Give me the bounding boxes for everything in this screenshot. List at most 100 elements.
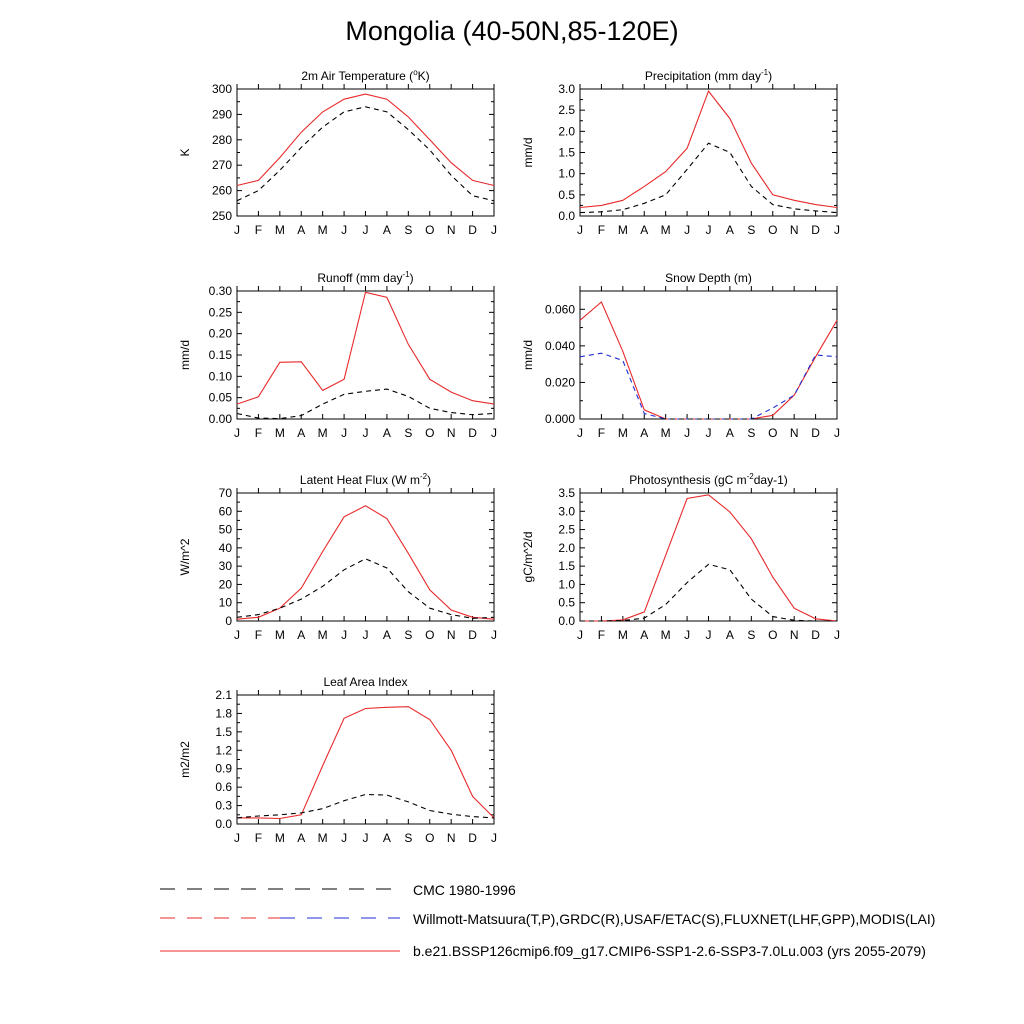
y-tick-label: 0.3: [215, 799, 232, 813]
x-tick-label: F: [255, 426, 262, 440]
y-tick-label: 0.5: [558, 188, 575, 202]
model-series-line: [236, 93, 495, 187]
y-tick-label: 250: [212, 209, 232, 223]
x-tick-label: M: [618, 223, 628, 237]
x-tick-label: J: [234, 831, 240, 845]
x-tick-label: F: [255, 223, 262, 237]
y-tick-label: 30: [219, 559, 233, 573]
x-tick-label: A: [640, 223, 648, 237]
x-tick-label: J: [834, 223, 840, 237]
x-tick-label: J: [834, 426, 840, 440]
x-tick-label: S: [404, 831, 412, 845]
obs-series-line: [236, 106, 495, 202]
y-tick-label: 0.9: [215, 762, 232, 776]
y-tick-label: 0.10: [209, 369, 233, 383]
y-axis-label: gC/m^2/d: [521, 532, 535, 583]
x-tick-label: N: [790, 223, 799, 237]
obs-series-line: [580, 563, 837, 622]
y-tick-label: 50: [219, 523, 233, 537]
x-tick-label: F: [598, 426, 605, 440]
y-tick-label: 290: [212, 107, 232, 121]
x-tick-label: A: [726, 426, 734, 440]
x-tick-label: J: [491, 223, 497, 237]
y-axis-label: W/m^2: [178, 538, 192, 575]
x-tick-label: N: [447, 831, 456, 845]
y-tick-label: 20: [219, 577, 233, 591]
x-tick-label: A: [383, 628, 391, 642]
model-series-line: [237, 706, 495, 820]
x-tick-label: O: [768, 223, 777, 237]
x-tick-label: A: [640, 628, 648, 642]
x-tick-label: A: [383, 831, 391, 845]
x-tick-label: A: [297, 831, 305, 845]
x-tick-label: J: [491, 831, 497, 845]
model-series-line: [236, 291, 495, 405]
plot-frame: [579, 290, 838, 420]
y-tick-label: 3.0: [558, 82, 575, 96]
y-tick-label: 1.2: [215, 743, 232, 757]
y-tick-label: 0.020: [545, 375, 575, 389]
x-tick-label: J: [684, 628, 690, 642]
y-tick-label: 1.0: [558, 577, 575, 591]
x-tick-label: O: [425, 426, 434, 440]
y-tick-label: 1.5: [558, 146, 575, 160]
x-tick-label: J: [341, 223, 347, 237]
x-tick-label: N: [790, 628, 799, 642]
x-tick-label: A: [383, 426, 391, 440]
x-tick-label: M: [661, 223, 671, 237]
y-tick-label: 10: [219, 596, 233, 610]
y-tick-label: 0.20: [209, 327, 233, 341]
x-tick-label: D: [468, 628, 477, 642]
plot-frame: [236, 88, 495, 217]
x-tick-label: A: [297, 426, 305, 440]
y-tick-label: 3.5: [558, 486, 575, 500]
y-tick-label: 2.5: [558, 523, 575, 537]
y-tick-label: 270: [212, 158, 232, 172]
y-tick-label: 0.5: [558, 596, 575, 610]
y-tick-label: 0.15: [209, 348, 233, 362]
y-tick-label: 0.060: [545, 302, 575, 316]
y-tick-label: 260: [212, 184, 232, 198]
x-tick-label: M: [318, 426, 328, 440]
x-tick-label: F: [255, 831, 262, 845]
y-tick-label: 280: [212, 133, 232, 147]
y-axis-label: mm/d: [178, 340, 192, 370]
model-series-line: [580, 494, 838, 622]
chart-panel-5: Latent Heat Flux (W m-2) W/m^2 0 10 20 30 40 50…: [178, 472, 497, 642]
x-tick-label: J: [834, 628, 840, 642]
x-tick-label: J: [684, 223, 690, 237]
x-tick-label: M: [618, 426, 628, 440]
y-axis-label: K: [178, 148, 192, 156]
legend-label-obs: Willmott-Matsuura(T,P),GRDC(R),USAF/ETAC…: [413, 911, 936, 927]
chart-title: Precipitation (mm day-1): [645, 68, 772, 83]
plot-frame: [579, 492, 838, 622]
x-tick-label: J: [341, 426, 347, 440]
x-tick-label: D: [468, 223, 477, 237]
x-tick-label: O: [768, 628, 777, 642]
y-tick-label: 2.0: [558, 541, 575, 555]
y-tick-label: 2.1: [215, 688, 232, 702]
chart-title: Leaf Area Index: [323, 675, 407, 689]
x-tick-label: N: [790, 426, 799, 440]
chart-panel-4: Snow Depth (m) mm/d 0.000 0.020 0.040 0.060 J F…: [521, 271, 840, 440]
chart-panel-1: 2m Air Temperature (oK) K 250 260 270 280 290 3…: [178, 68, 497, 237]
x-tick-label: N: [447, 628, 456, 642]
y-tick-label: 40: [219, 541, 233, 555]
x-tick-label: A: [383, 223, 391, 237]
y-tick-label: 70: [219, 486, 233, 500]
x-tick-label: J: [706, 628, 712, 642]
x-tick-label: J: [491, 628, 497, 642]
x-tick-label: J: [234, 628, 240, 642]
x-tick-label: J: [363, 831, 369, 845]
x-tick-label: J: [363, 426, 369, 440]
x-tick-label: F: [598, 628, 605, 642]
y-tick-label: 0.040: [545, 339, 575, 353]
x-tick-label: N: [447, 426, 456, 440]
x-tick-label: J: [341, 628, 347, 642]
x-tick-label: M: [318, 831, 328, 845]
x-tick-label: J: [363, 628, 369, 642]
x-tick-label: J: [706, 426, 712, 440]
chart-panel-3: Runoff (mm day-1) mm/d 0.00 0.05 0.10 0.15 0.2…: [178, 270, 497, 440]
x-tick-label: M: [275, 426, 285, 440]
y-tick-label: 0.30: [209, 284, 233, 298]
